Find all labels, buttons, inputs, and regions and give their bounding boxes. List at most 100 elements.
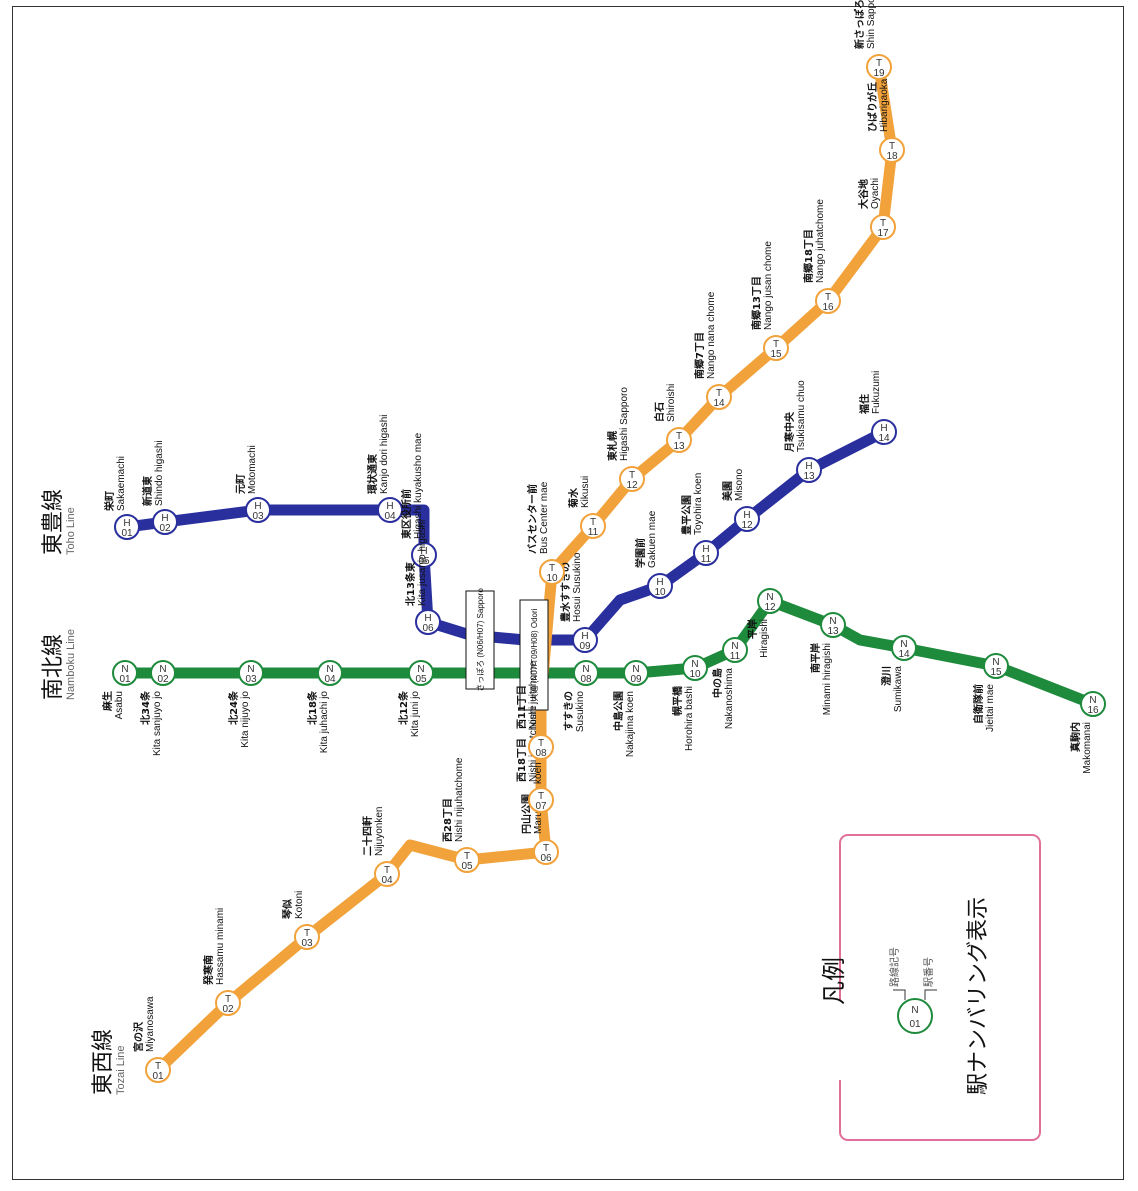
- station-number: 08: [535, 748, 547, 759]
- station-toho-11[interactable]: H11 豊平公園 Toyohira koen: [680, 473, 719, 566]
- station-marker: [374, 861, 400, 887]
- station-toho-10[interactable]: H10 学園前 Gakuen mae: [634, 510, 673, 599]
- station-nanboku-05[interactable]: N05 北12条 Kita juni jo: [397, 660, 434, 737]
- station-marker: [415, 609, 441, 635]
- station-letter: T: [889, 141, 895, 152]
- station-tozai-18[interactable]: T18 ひばりが丘 Hibarigaoka: [866, 78, 905, 163]
- station-nanboku-15[interactable]: N15 自衛隊前 Jieitai mae: [972, 653, 1009, 732]
- station-tozai-15[interactable]: T15 南郷13丁目 Nango jusan chome: [750, 241, 789, 361]
- station-name-jp: 大谷地: [857, 179, 870, 209]
- legend-title: 凡例: [820, 957, 848, 1005]
- station-letter: N: [632, 664, 639, 675]
- station-toho-14[interactable]: H14 福住 Fukuzumi: [858, 371, 897, 445]
- station-name-jp: 真駒内: [1069, 722, 1082, 752]
- station-number: 12: [764, 602, 776, 613]
- line-name-en: Namboku Line: [65, 629, 77, 700]
- station-number: 04: [381, 875, 393, 886]
- toho-line-label: 東豊線 Toho Line: [41, 489, 77, 555]
- station-toho-01[interactable]: H01 栄町 Sakaemachi: [103, 456, 140, 540]
- station-name-jp: 発寒南: [202, 955, 215, 986]
- station-name-jp: 中の島: [711, 668, 724, 698]
- station-tozai-10[interactable]: T10 バスセンター前 Bus Center mae: [526, 481, 565, 585]
- odori-transfer-box[interactable]: 大通 (N07/T09/H08) Odori: [519, 599, 549, 711]
- station-number: 15: [990, 667, 1002, 678]
- station-name-en: Shin Sapporo: [866, 0, 877, 49]
- station-marker: [114, 514, 140, 540]
- station-marker: [528, 734, 554, 760]
- station-marker: [377, 497, 403, 523]
- station-letter: N: [326, 664, 333, 675]
- station-toho-13[interactable]: H13 月寒中央 Tsukisamu chuo: [783, 380, 822, 483]
- station-toho-12[interactable]: H12 美園 Misono: [721, 468, 760, 532]
- station-name-jp: 月寒中央: [783, 411, 796, 453]
- station-nanboku-14[interactable]: N14 澄川 Sumikawa: [880, 635, 917, 712]
- station-letter: H: [805, 461, 812, 472]
- station-tozai-17[interactable]: T17 大谷地 Oyachi: [857, 178, 896, 240]
- station-nanboku-04[interactable]: N04 北18条 Kita juhachi jo: [306, 660, 343, 754]
- station-name-jp: 東札幌: [606, 431, 619, 461]
- station-nanboku-03[interactable]: N03 北24条 Kita nijuyo jo: [227, 660, 264, 748]
- station-name-jp: 美園: [721, 481, 734, 501]
- station-number: 13: [673, 441, 685, 452]
- station-number: 03: [301, 938, 313, 949]
- station-tozai-12[interactable]: T12 東札幌 Higashi Sapporo: [606, 387, 645, 492]
- station-name-jp: 琴似: [282, 899, 294, 920]
- station-letter: H: [386, 501, 393, 512]
- station-letter: T: [225, 994, 231, 1005]
- station-tozai-11[interactable]: T11 菊水 Kikusui: [567, 476, 606, 539]
- station-toho-03[interactable]: H03 元町 Motomachi: [235, 445, 271, 523]
- station-toho-04[interactable]: H04 環状通東 Kanjo dori higashi: [366, 415, 403, 523]
- station-letter: N: [731, 641, 738, 652]
- tozai-line: [152, 61, 898, 1076]
- station-toho-05[interactable]: H05 東区役所前 Higashi kuyakusho mae: [400, 432, 437, 568]
- station-number: 14: [898, 649, 910, 660]
- tozai-line-label: 東西線 Tozai Line: [91, 1029, 127, 1095]
- station-tozai-02[interactable]: T02 発寒南 Hassamu minami: [202, 908, 241, 1016]
- station-toho-02[interactable]: H02 新道東 Shindo higashi: [141, 440, 178, 535]
- station-tozai-01[interactable]: T01 宮の沢 Miyanosawa: [132, 996, 171, 1083]
- station-tozai-04[interactable]: T04 二十四軒 Nijuyonken: [361, 807, 400, 887]
- station-name-en: Higashi kuyakusho mae: [413, 432, 424, 539]
- station-nanboku-16[interactable]: N16 真駒内 Makomanai: [1069, 691, 1106, 774]
- station-nanboku-01[interactable]: N01 麻生 Asabu: [101, 660, 138, 719]
- station-nanboku-11[interactable]: N11 中の島 Nakanoshima: [711, 637, 748, 729]
- station-number: 09: [579, 641, 591, 652]
- station-name-en: Kita juhachi jo: [319, 691, 330, 754]
- station-tozai-16[interactable]: T16 南郷18丁目 Nango juhatchome: [802, 199, 841, 314]
- station-letter: T: [304, 928, 310, 939]
- station-name-en: Higashi Sapporo: [619, 387, 630, 461]
- station-tozai-14[interactable]: T14 南郷7丁目 Nango nana chome: [693, 291, 732, 410]
- station-letter: H: [581, 631, 588, 642]
- station-name-jp: 豊平公園: [680, 495, 693, 535]
- station-nanboku-02[interactable]: N02 北34条 Kita sanjuyo jo: [139, 660, 176, 756]
- station-name-en: Misono: [734, 468, 745, 501]
- station-name-en: Nango juhatchome: [815, 199, 826, 283]
- station-name-jp: 平岸: [746, 619, 759, 639]
- station-number: 07: [535, 801, 547, 812]
- station-marker: [152, 509, 178, 535]
- station-tozai-03[interactable]: T03 琴似 Kotoni: [282, 891, 320, 950]
- sapporo-transfer-box[interactable]: さっぽろ (N06/H07) Sapporo: [465, 588, 495, 692]
- station-name-jp: 北13条東: [404, 562, 417, 606]
- station-nanboku-09[interactable]: N09 中島公園 Nakajima koen: [612, 660, 649, 757]
- station-number: 19: [873, 68, 885, 79]
- station-tozai-13[interactable]: T13 白石 Shiroishi: [653, 384, 692, 453]
- station-tozai-05[interactable]: T05 西28丁目 Nishi nijuhatchome: [442, 757, 480, 873]
- station-letter: T: [629, 470, 635, 481]
- station-letter: N: [691, 659, 698, 670]
- station-name-jp: 澄川: [880, 666, 893, 686]
- station-tozai-19[interactable]: T19 新さっぽろ Shin Sapporo: [853, 0, 892, 80]
- station-name-en: Asabu: [114, 691, 125, 719]
- station-nanboku-12[interactable]: N12 平岸 Hiragishi: [746, 588, 783, 658]
- station-name-jp: 南郷18丁目: [802, 229, 815, 283]
- station-tozai-08[interactable]: T08 西11丁目 Nishi juitchome: [516, 661, 554, 760]
- station-name-en: Sakaemachi: [116, 456, 127, 511]
- station-marker: [623, 660, 649, 686]
- station-nanboku-10[interactable]: N10 幌平橋 Horohira bashi: [671, 655, 708, 751]
- station-nanboku-13[interactable]: N13 南平岸 Minami hiragishi: [809, 612, 846, 715]
- station-nanboku-08[interactable]: N08 すすきの Susukino: [563, 660, 599, 732]
- station-name-en: Gakuen mae: [647, 510, 658, 568]
